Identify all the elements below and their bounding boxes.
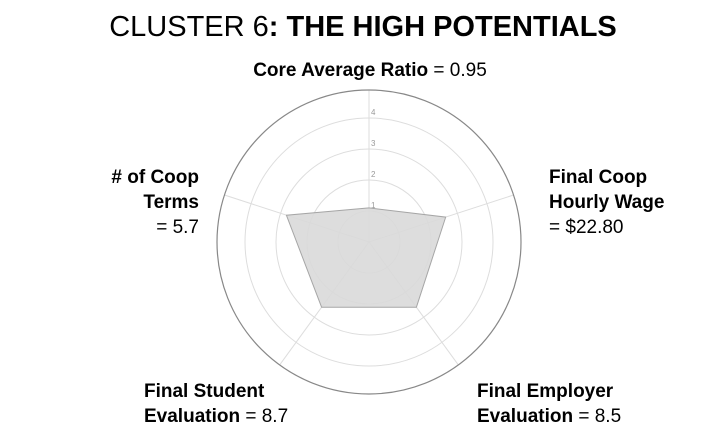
label-bottom-right-value: = 8.5	[573, 406, 622, 427]
tick-label: 1	[371, 201, 376, 210]
title-bold: : THE HIGH POTENTIALS	[268, 11, 617, 43]
outer-circle	[216, 89, 522, 395]
label-bottom-right: Final Employer Evaluation = 8.5	[477, 379, 621, 429]
label-left-line2: Terms	[143, 192, 199, 213]
label-right-value: = $22.80	[549, 217, 624, 238]
label-left-value: = 5.7	[156, 217, 199, 238]
label-top-name: Core Average Ratio	[253, 60, 429, 81]
label-bottom-left-line2: Evaluation	[144, 406, 241, 427]
tick-label: 2	[371, 170, 376, 179]
label-left-line1: # of Coop	[111, 167, 199, 188]
label-right: Final Coop Hourly Wage = $22.80	[549, 165, 664, 240]
label-top-value: = 0.95	[428, 60, 487, 81]
label-right-line2: Hourly Wage	[549, 192, 665, 213]
label-left: # of Coop Terms = 5.7	[111, 165, 199, 240]
tick-label: 4	[371, 108, 376, 117]
label-bottom-right-line2: Evaluation	[477, 406, 574, 427]
tick-label: 3	[371, 139, 376, 148]
label-bottom-left: Final Student Evaluation = 8.7	[144, 379, 288, 429]
label-bottom-left-line1: Final Student	[144, 381, 265, 402]
label-top: Core Average Ratio = 0.95	[0, 58, 726, 83]
title-prefix: CLUSTER 6	[109, 11, 269, 43]
data-area	[285, 207, 447, 308]
label-bottom-right-line1: Final Employer	[477, 381, 614, 402]
chart-title: CLUSTER 6: THE HIGH POTENTIALS	[0, 10, 726, 44]
label-bottom-left-value: = 8.7	[240, 406, 289, 427]
label-right-line1: Final Coop	[549, 167, 648, 188]
